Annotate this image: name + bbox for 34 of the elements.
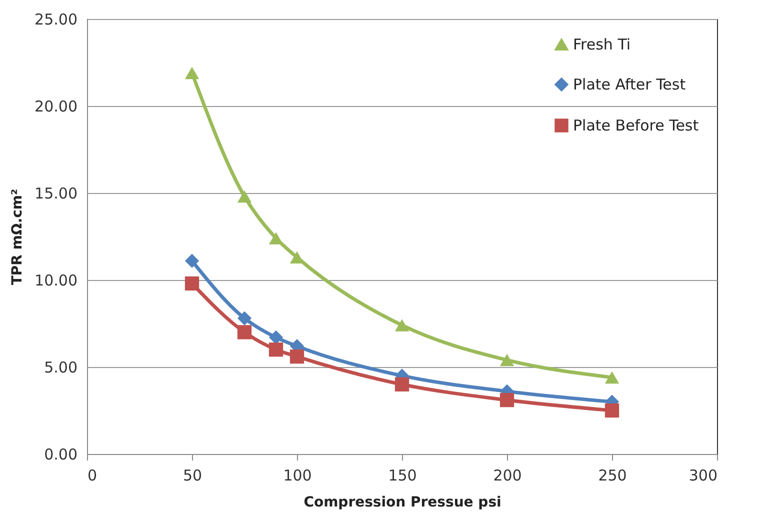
x-tick-label: 250 [598, 466, 627, 484]
point [237, 325, 252, 340]
point [604, 371, 620, 384]
x-tick-label: 100 [283, 466, 312, 484]
y-tick-label: 5.00 [44, 358, 78, 376]
legend-label: Plate After Test [573, 76, 686, 94]
x-tick-label: 50 [182, 466, 202, 484]
point [394, 319, 410, 332]
point [268, 342, 284, 357]
x-tick-label: 0 [88, 466, 98, 484]
y-axis-title: TPR mΩ.cm² [10, 188, 26, 286]
y-tick-label: 25.00 [34, 10, 78, 28]
point [184, 66, 200, 80]
y-tick-label: 0.00 [44, 446, 78, 464]
point [184, 276, 200, 291]
point [500, 354, 514, 366]
x-tick-label: 300 [688, 466, 718, 484]
x-tick-label: 200 [493, 466, 522, 484]
x-axis-title: Compression Pressue psi [304, 494, 502, 510]
y-tick-label: 20.00 [34, 98, 78, 116]
point [268, 330, 284, 344]
point [290, 349, 304, 364]
point [237, 190, 252, 203]
legend-label: Plate Before Test [573, 116, 699, 134]
point [184, 254, 200, 268]
x-tick-label: 150 [388, 466, 417, 484]
point [237, 311, 252, 326]
legend-label: Fresh Ti [573, 36, 631, 54]
point [268, 232, 284, 244]
point [394, 377, 410, 392]
point [604, 403, 620, 418]
y-tick-label: 10.00 [34, 272, 78, 290]
point [500, 392, 514, 408]
y-tick-label: 15.00 [34, 184, 78, 202]
